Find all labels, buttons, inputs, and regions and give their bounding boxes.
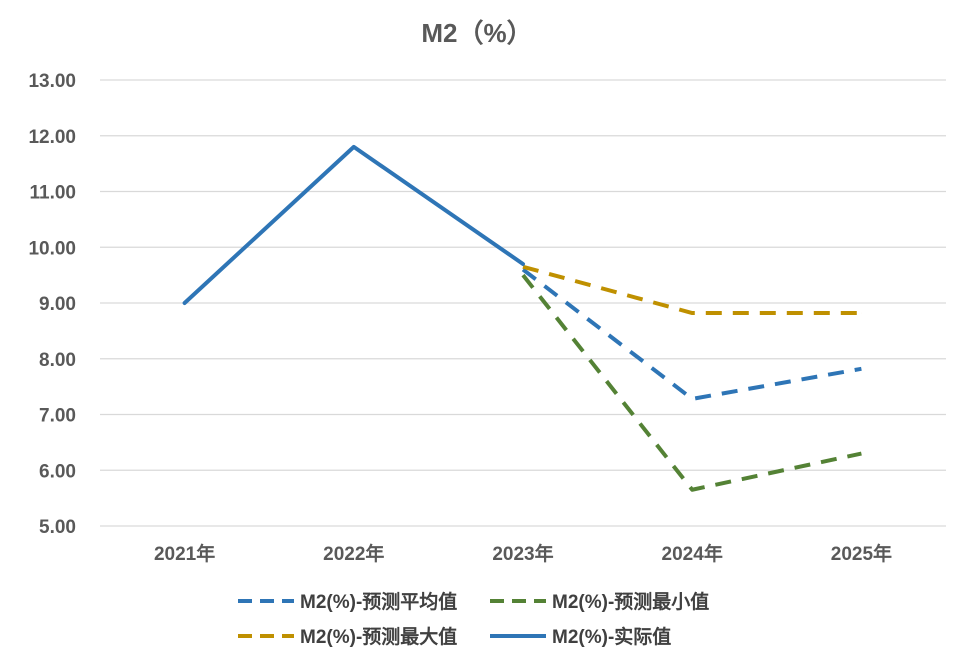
y-tick-label: 10.00	[28, 238, 76, 259]
x-tick-label: 2022年	[323, 542, 384, 565]
series-line-0	[521, 267, 862, 401]
y-tick-label: 6.00	[39, 461, 76, 482]
legend-item: M2(%)-预测最大值	[238, 625, 457, 648]
legend-item: M2(%)-预测平均值	[238, 590, 457, 613]
y-tick-label: 11.00	[30, 183, 77, 204]
y-tick-label: 12.00	[28, 127, 76, 148]
legend-label: M2(%)-预测平均值	[300, 590, 457, 613]
chart-title: M2（%）	[421, 18, 532, 48]
legend-label: M2(%)-实际值	[552, 625, 671, 648]
series-line-3	[182, 144, 525, 305]
x-tick-label: 2025年	[831, 542, 892, 565]
x-axis-ticks: 2021年 2022年 2023年 2024年 2025年	[154, 542, 892, 565]
y-tick-label: 13.00	[28, 71, 76, 92]
legend-item: M2(%)-预测最小值	[490, 590, 709, 613]
series-lines	[182, 144, 862, 492]
x-tick-label: 2023年	[492, 542, 553, 565]
legend-label: M2(%)-预测最大值	[300, 625, 457, 648]
x-tick-label: 2024年	[662, 542, 723, 565]
legend-label: M2(%)-预测最小值	[552, 590, 709, 613]
y-tick-label: 9.00	[39, 294, 76, 315]
x-tick-label: 2021年	[154, 542, 215, 565]
legend-item: M2(%)-实际值	[490, 625, 671, 648]
y-tick-label: 8.00	[39, 350, 76, 371]
y-tick-label: 7.00	[39, 406, 76, 427]
y-axis-ticks: 5.00 6.00 7.00 8.00 9.00 10.00 11.00 12.00 13.00	[28, 71, 76, 538]
legend: M2(%)-预测平均值 M2(%)-预测最小值 M2(%)-预测最大值 M2(%)-实…	[238, 590, 709, 648]
y-tick-label: 5.00	[39, 517, 76, 538]
gridlines	[100, 79, 946, 527]
